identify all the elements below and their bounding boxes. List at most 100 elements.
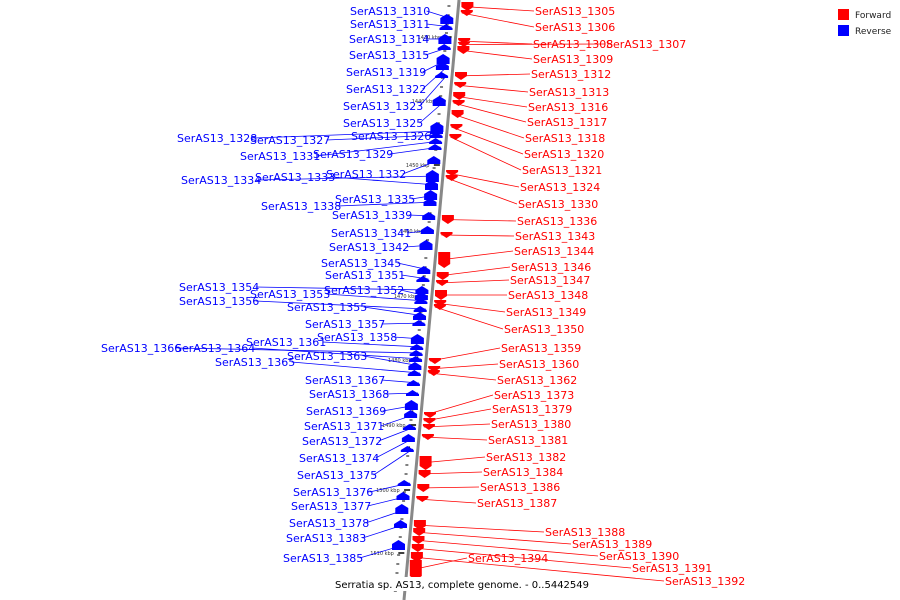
gene-glyph-seras13-1361[interactable] [410, 344, 424, 350]
gene-label-seras13-1346[interactable]: SerAS13_1346 [511, 261, 591, 274]
gene-glyph-seras13-1353[interactable] [414, 298, 428, 304]
gene-label-seras13-1343[interactable]: SerAS13_1343 [515, 230, 595, 243]
gene-glyph-seras13-1334[interactable] [425, 170, 439, 182]
gene-glyph-seras13-1377[interactable] [396, 492, 410, 500]
gene-label-seras13-1376[interactable]: SerAS13_1376 [293, 486, 373, 499]
gene-glyph-seras13-1354[interactable] [415, 286, 429, 294]
gene-label-seras13-1367[interactable]: SerAS13_1367 [305, 374, 385, 387]
gene-glyph-seras13-1346[interactable] [436, 272, 449, 280]
gene-glyph-seras13-1385[interactable] [392, 540, 405, 550]
gene-glyph-seras13-1383[interactable] [394, 520, 407, 528]
gene-label-seras13-1309[interactable]: SerAS13_1309 [533, 53, 613, 66]
gene-label-seras13-1361[interactable]: SerAS13_1361 [246, 336, 326, 349]
gene-glyph-seras13-1312[interactable] [455, 72, 467, 80]
gene-glyph-seras13-1343[interactable] [440, 232, 453, 238]
gene-label-seras13-1319[interactable]: SerAS13_1319 [346, 66, 426, 79]
gene-label-seras13-1321[interactable]: SerAS13_1321 [522, 164, 602, 177]
gene-label-seras13-1324[interactable]: SerAS13_1324 [520, 181, 600, 194]
gene-label-seras13-1334[interactable]: SerAS13_1334 [181, 174, 261, 187]
gene-label-seras13-1316[interactable]: SerAS13_1316 [528, 101, 608, 114]
gene-glyph-seras13-1311[interactable] [439, 24, 453, 30]
gene-glyph-seras13-1351[interactable] [416, 276, 430, 282]
gene-glyph-seras13-1365[interactable] [407, 370, 421, 376]
gene-label-seras13-1328[interactable]: SerAS13_1328 [177, 132, 257, 145]
gene-glyph-seras13-1359[interactable] [428, 358, 441, 364]
gene-glyph-seras13-1308[interactable] [458, 38, 471, 44]
gene-glyph-seras13-1364[interactable] [409, 356, 423, 362]
gene-glyph-seras13-1317[interactable] [452, 100, 465, 106]
gene-label-seras13-1339[interactable]: SerAS13_1339 [332, 209, 412, 222]
gene-label-seras13-1323[interactable]: SerAS13_1323 [343, 100, 423, 113]
gene-label-seras13-1360[interactable]: SerAS13_1360 [499, 358, 579, 371]
gene-label-seras13-1385[interactable]: SerAS13_1385 [283, 552, 363, 565]
gene-glyph-seras13-1374[interactable] [401, 434, 415, 442]
gene-label-seras13-1356[interactable]: SerAS13_1356 [179, 295, 259, 308]
gene-label-seras13-1325[interactable]: SerAS13_1325 [343, 117, 423, 130]
gene-glyph-seras13-1319[interactable] [436, 54, 450, 64]
gene-label-seras13-1353[interactable]: SerAS13_1353 [250, 288, 330, 301]
gene-label-seras13-1381[interactable]: SerAS13_1381 [488, 434, 568, 447]
gene-label-seras13-1333[interactable]: SerAS13_1333 [255, 171, 335, 184]
gene-glyph-seras13-1344[interactable] [438, 252, 451, 268]
gene-label-seras13-1347[interactable]: SerAS13_1347 [510, 274, 590, 287]
gene-glyph-seras13-1332[interactable] [427, 156, 441, 164]
gene-label-seras13-1350[interactable]: SerAS13_1350 [504, 323, 584, 336]
gene-label-seras13-1357[interactable]: SerAS13_1357 [305, 318, 385, 331]
gene-glyph-seras13-1318[interactable] [451, 110, 464, 118]
gene-glyph-seras13-1372[interactable] [402, 424, 416, 430]
gene-glyph-seras13-1328[interactable] [430, 128, 443, 134]
gene-glyph-seras13-1323[interactable] [435, 72, 449, 78]
gene-glyph-seras13-1338[interactable] [423, 198, 437, 206]
gene-glyph-seras13-1367[interactable] [406, 380, 420, 386]
gene-label-seras13-1391[interactable]: SerAS13_1391 [632, 562, 712, 575]
gene-glyph-seras13-1355[interactable] [413, 312, 426, 320]
gene-glyph-seras13-1335[interactable] [424, 190, 438, 200]
gene-label-seras13-1326[interactable]: SerAS13_1326 [351, 130, 431, 143]
gene-label-seras13-1342[interactable]: SerAS13_1342 [329, 241, 409, 254]
gene-glyph-seras13-1329[interactable] [428, 144, 442, 150]
gene-label-seras13-1348[interactable]: SerAS13_1348 [508, 289, 588, 302]
gene-label-seras13-1332[interactable]: SerAS13_1332 [326, 168, 406, 181]
gene-glyph-seras13-1350[interactable] [433, 304, 446, 310]
gene-glyph-seras13-1362[interactable] [427, 370, 440, 376]
gene-label-seras13-1372[interactable]: SerAS13_1372 [302, 435, 382, 448]
gene-label-seras13-1345[interactable]: SerAS13_1345 [321, 257, 401, 270]
gene-glyph-seras13-1360[interactable] [428, 366, 441, 372]
gene-glyph-seras13-1356[interactable] [413, 306, 427, 312]
gene-glyph-seras13-1390[interactable] [412, 536, 425, 544]
gene-glyph-seras13-1375[interactable] [400, 446, 414, 452]
gene-glyph-seras13-1316[interactable] [453, 92, 466, 100]
gene-label-seras13-1358[interactable]: SerAS13_1358 [317, 331, 397, 344]
gene-label-seras13-1375[interactable]: SerAS13_1375 [297, 469, 377, 482]
gene-label-seras13-1374[interactable]: SerAS13_1374 [299, 452, 379, 465]
gene-label-seras13-1386[interactable]: SerAS13_1386 [480, 481, 560, 494]
gene-label-seras13-1322[interactable]: SerAS13_1322 [346, 83, 426, 96]
gene-label-seras13-1384[interactable]: SerAS13_1384 [483, 466, 563, 479]
gene-label-seras13-1382[interactable]: SerAS13_1382 [486, 451, 566, 464]
gene-label-seras13-1314[interactable]: SerAS13_1314 [349, 33, 429, 46]
gene-glyph-seras13-1371[interactable] [404, 410, 418, 418]
gene-label-seras13-1394[interactable]: SerAS13_1394 [468, 552, 548, 565]
gene-glyph-seras13-1387[interactable] [416, 496, 429, 502]
gene-glyph-seras13-1348[interactable] [435, 290, 447, 300]
gene-label-seras13-1312[interactable]: SerAS13_1312 [531, 68, 611, 81]
gene-label-seras13-1338[interactable]: SerAS13_1338 [261, 200, 341, 213]
gene-label-seras13-1351[interactable]: SerAS13_1351 [325, 269, 405, 282]
gene-label-seras13-1366[interactable]: SerAS13_1366 [101, 342, 181, 355]
gene-glyph-seras13-1392[interactable] [410, 552, 423, 562]
gene-glyph-seras13-1324[interactable] [446, 170, 459, 176]
gene-label-seras13-1388[interactable]: SerAS13_1388 [545, 526, 625, 539]
gene-glyph-seras13-1327[interactable] [429, 132, 443, 138]
gene-glyph-seras13-1341[interactable] [420, 226, 434, 234]
gene-label-seras13-1320[interactable]: SerAS13_1320 [524, 148, 604, 161]
gene-label-seras13-1387[interactable]: SerAS13_1387 [477, 497, 557, 510]
gene-label-seras13-1380[interactable]: SerAS13_1380 [491, 418, 571, 431]
gene-label-seras13-1355[interactable]: SerAS13_1355 [287, 301, 367, 314]
gene-label-seras13-1392[interactable]: SerAS13_1392 [665, 575, 745, 588]
gene-glyph-seras13-1388[interactable] [413, 520, 426, 530]
gene-label-seras13-1307[interactable]: SerAS13_1307 [606, 38, 686, 51]
gene-label-seras13-1359[interactable]: SerAS13_1359 [501, 342, 581, 355]
gene-glyph-seras13-1310[interactable] [440, 14, 454, 24]
gene-glyph-seras13-1349[interactable] [434, 300, 447, 306]
gene-glyph-seras13-1333[interactable] [425, 180, 438, 190]
